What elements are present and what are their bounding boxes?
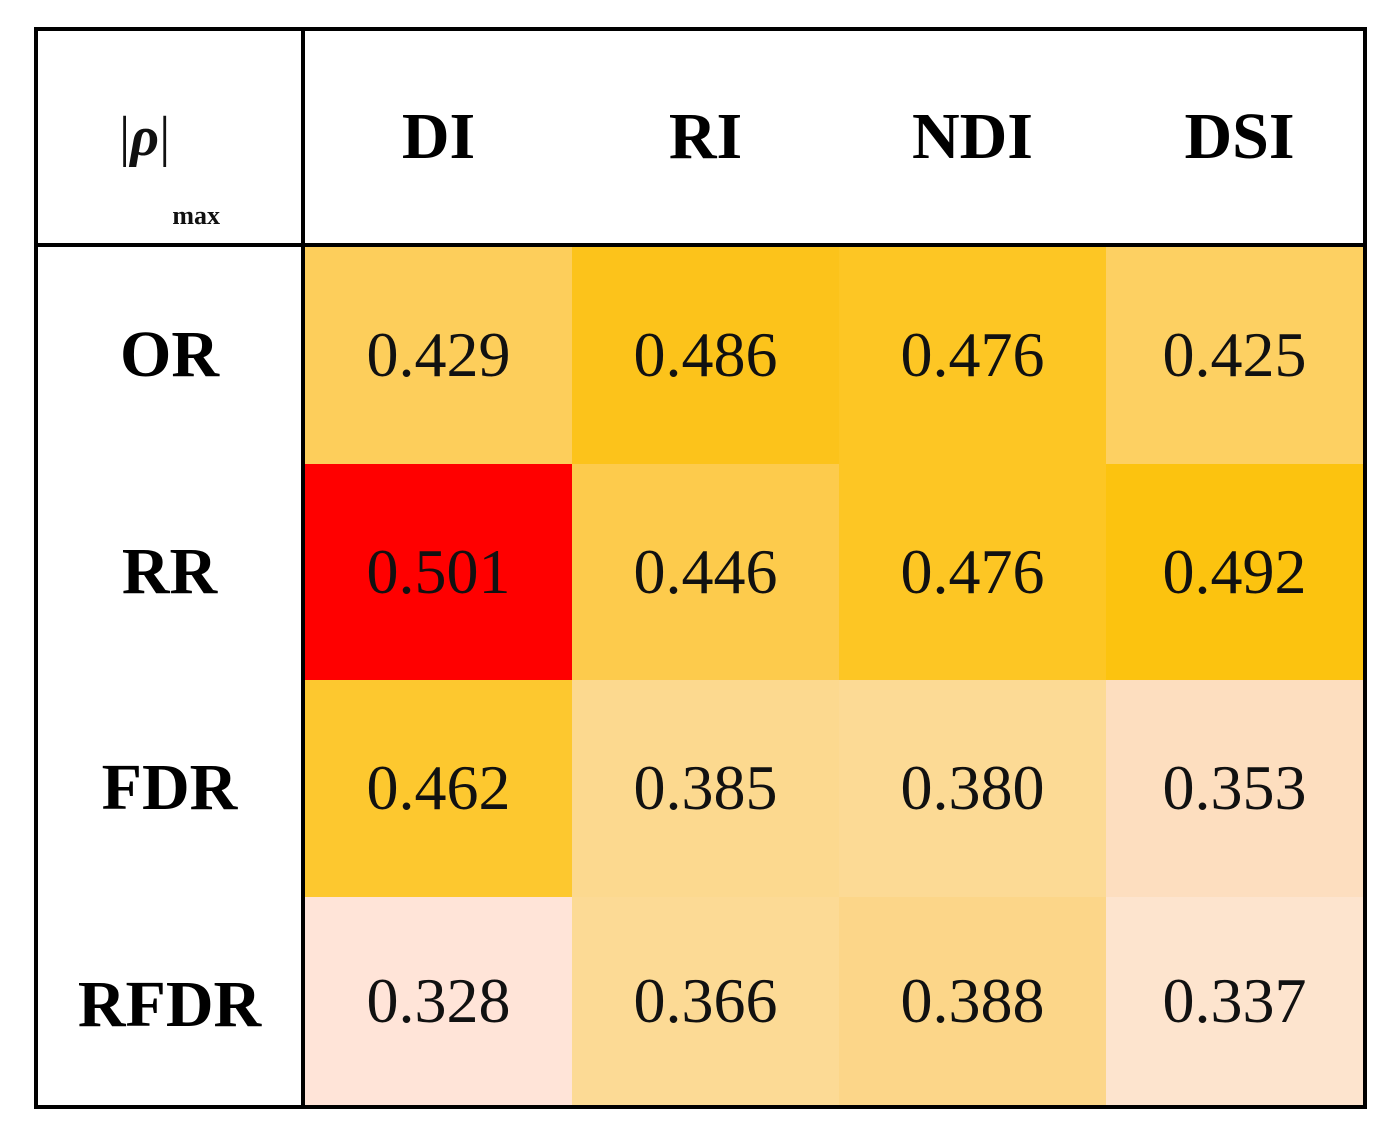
corner-rho-symbol: ρ: [130, 106, 160, 168]
value-cell-rr-ndi: 0.476: [839, 463, 1106, 680]
row-header-or: OR: [120, 318, 219, 392]
value-cell-rfdr-dsi: 0.337: [1106, 896, 1363, 1105]
column-header-di: DI: [401, 100, 476, 173]
column-header-ri: RI: [668, 100, 743, 173]
row-header-rr: RR: [121, 534, 218, 608]
corner-bar-right: |: [159, 106, 171, 168]
value-cell-rfdr-di: 0.328: [305, 896, 572, 1105]
row-header-rfdr: RFDR: [77, 967, 262, 1041]
row-header-fdr: FDR: [101, 751, 238, 825]
corner-subscript: max: [172, 201, 220, 230]
value-cell-rr-di: 0.501: [305, 463, 572, 680]
corner-bar-left: |: [119, 106, 131, 168]
value-cell-rr-ri: 0.446: [572, 463, 839, 680]
stub-rule: [301, 31, 305, 1105]
value-cell-rfdr-ndi: 0.388: [839, 896, 1106, 1105]
value-cell-or-ndi: 0.476: [839, 247, 1106, 464]
correlation-table: | ρ | max DI RI NDI DSI OR 0.429 0.486 0.476 0.4…: [34, 27, 1367, 1109]
value-cell-rr-dsi: 0.492: [1106, 463, 1363, 680]
column-header-ndi: NDI: [911, 100, 1033, 173]
value-cell-or-ri: 0.486: [572, 247, 839, 464]
header-rule: [38, 243, 1363, 247]
column-header-dsi: DSI: [1184, 100, 1295, 173]
corner-label: | ρ | max: [38, 31, 301, 243]
value-cell-rfdr-ri: 0.366: [572, 896, 839, 1105]
value-cell-fdr-ri: 0.385: [572, 680, 839, 897]
value-cell-fdr-di: 0.462: [305, 680, 572, 897]
value-cell-fdr-dsi: 0.353: [1106, 680, 1363, 897]
value-cell-fdr-ndi: 0.380: [839, 680, 1106, 897]
value-cell-or-di: 0.429: [305, 247, 572, 464]
value-cell-or-dsi: 0.425: [1106, 247, 1363, 464]
